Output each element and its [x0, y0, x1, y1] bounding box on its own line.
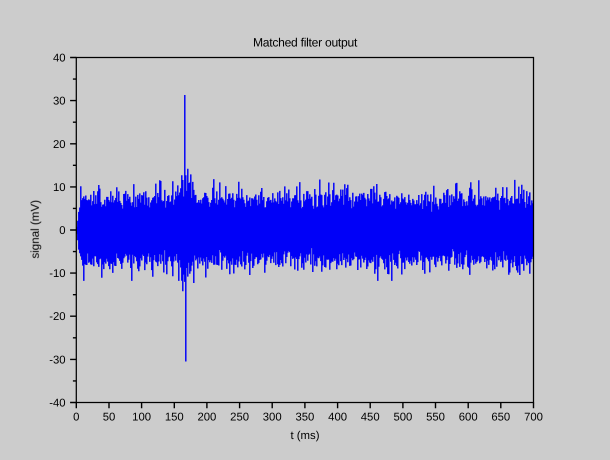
- svg-text:-10: -10: [49, 268, 65, 280]
- svg-text:700: 700: [524, 411, 543, 423]
- svg-text:-30: -30: [49, 354, 65, 366]
- svg-text:10: 10: [53, 182, 66, 194]
- svg-text:500: 500: [393, 411, 412, 423]
- svg-text:350: 350: [295, 411, 314, 423]
- svg-text:400: 400: [328, 411, 347, 423]
- svg-text:450: 450: [361, 411, 380, 423]
- svg-text:50: 50: [103, 411, 116, 423]
- svg-text:300: 300: [263, 411, 282, 423]
- svg-text:40: 40: [53, 53, 66, 65]
- svg-text:t (ms): t (ms): [290, 430, 319, 442]
- svg-text:650: 650: [491, 411, 510, 423]
- svg-text:Matched filter output: Matched filter output: [253, 35, 358, 49]
- svg-text:550: 550: [426, 411, 445, 423]
- svg-text:signal (mV): signal (mV): [29, 200, 42, 259]
- svg-text:20: 20: [53, 139, 66, 151]
- svg-text:250: 250: [230, 411, 249, 423]
- svg-text:30: 30: [53, 96, 66, 108]
- svg-text:100: 100: [132, 411, 151, 423]
- svg-text:600: 600: [459, 411, 478, 423]
- svg-text:-40: -40: [49, 398, 65, 410]
- svg-text:0: 0: [59, 225, 65, 237]
- svg-text:200: 200: [197, 411, 216, 423]
- svg-text:150: 150: [165, 411, 184, 423]
- svg-text:-20: -20: [49, 311, 65, 323]
- svg-text:0: 0: [73, 411, 79, 423]
